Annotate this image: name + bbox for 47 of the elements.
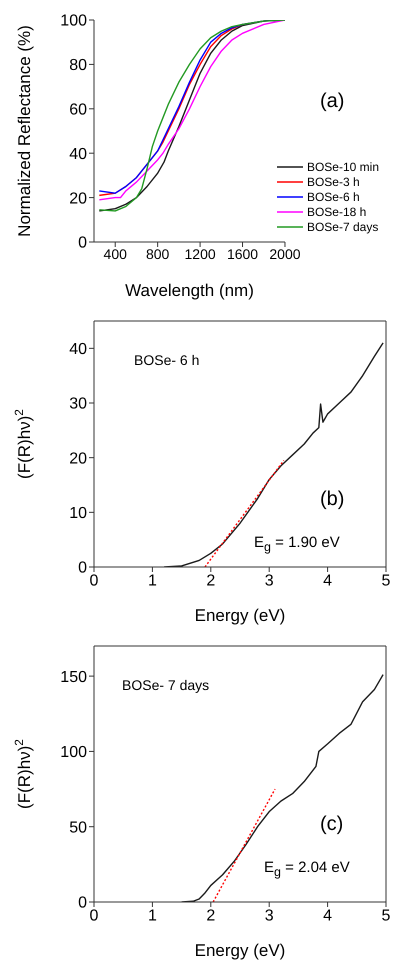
y-tick-label: 0 xyxy=(78,560,88,577)
y-tick-label: 80 xyxy=(69,57,88,74)
x-tick-label: 3 xyxy=(264,907,274,924)
annotation: (b) xyxy=(320,488,344,511)
x-tick-label: 2 xyxy=(206,907,216,924)
x-axis-title: Energy (eV) xyxy=(194,941,286,960)
y-tick-label: 20 xyxy=(69,450,88,468)
y-axis-title: Normalized Reflectance (%) xyxy=(15,25,34,237)
y-tick-label: 20 xyxy=(69,190,88,208)
x-tick-label: 4 xyxy=(323,572,332,590)
annotation: BOSe- 7 days xyxy=(122,677,210,693)
y-tick-label: 0 xyxy=(78,894,88,912)
y-tick-label: 40 xyxy=(69,146,88,163)
legend-label: BOSe-7 days xyxy=(306,220,378,234)
x-axis-title: Energy (eV) xyxy=(194,606,286,625)
y-tick-label: 30 xyxy=(69,396,88,413)
annotation: E$_{g}$ = 2.04 eV xyxy=(264,859,350,879)
x-tick-label: 2000 xyxy=(269,246,301,262)
y-tick-label: 10 xyxy=(69,505,88,522)
annotation: BOSe- 6 h xyxy=(134,352,200,368)
legend-label: BOSe-10 min xyxy=(306,160,379,174)
x-tick-label: 0 xyxy=(90,907,99,924)
y-tick-label: 150 xyxy=(60,668,88,686)
x-tick-label: 1200 xyxy=(184,246,216,262)
x-tick-label: 4 xyxy=(323,907,332,924)
x-tick-label: 800 xyxy=(146,246,170,262)
legend-label: BOSe-18 h xyxy=(306,204,366,218)
legend-label: BOSe-6 h xyxy=(306,190,360,204)
x-tick-label: 5 xyxy=(382,907,391,924)
x-tick-label: 0 xyxy=(90,572,99,590)
y-tick-label: 100 xyxy=(60,12,88,30)
text: (a) xyxy=(320,90,344,113)
x-tick-label: 3 xyxy=(264,572,274,590)
x-axis-title: Wavelength (nm) xyxy=(125,281,254,300)
y-tick-label: 40 xyxy=(69,341,88,358)
legend-label: BOSe-3 h xyxy=(306,174,360,188)
y-tick-label: 60 xyxy=(69,101,88,118)
annotation: (c) xyxy=(320,813,344,836)
x-tick-label: 1 xyxy=(148,907,157,924)
y-tick-label: 50 xyxy=(69,819,88,836)
annotation: E$_{g}$ = 1.90 eV xyxy=(254,534,340,554)
x-tick-label: 1 xyxy=(148,572,157,590)
x-tick-label: 1600 xyxy=(226,246,258,262)
y-tick-label: 100 xyxy=(60,744,88,762)
x-tick-label: 5 xyxy=(382,572,391,590)
x-tick-label: 400 xyxy=(104,246,128,262)
x-tick-label: 2 xyxy=(206,572,216,590)
